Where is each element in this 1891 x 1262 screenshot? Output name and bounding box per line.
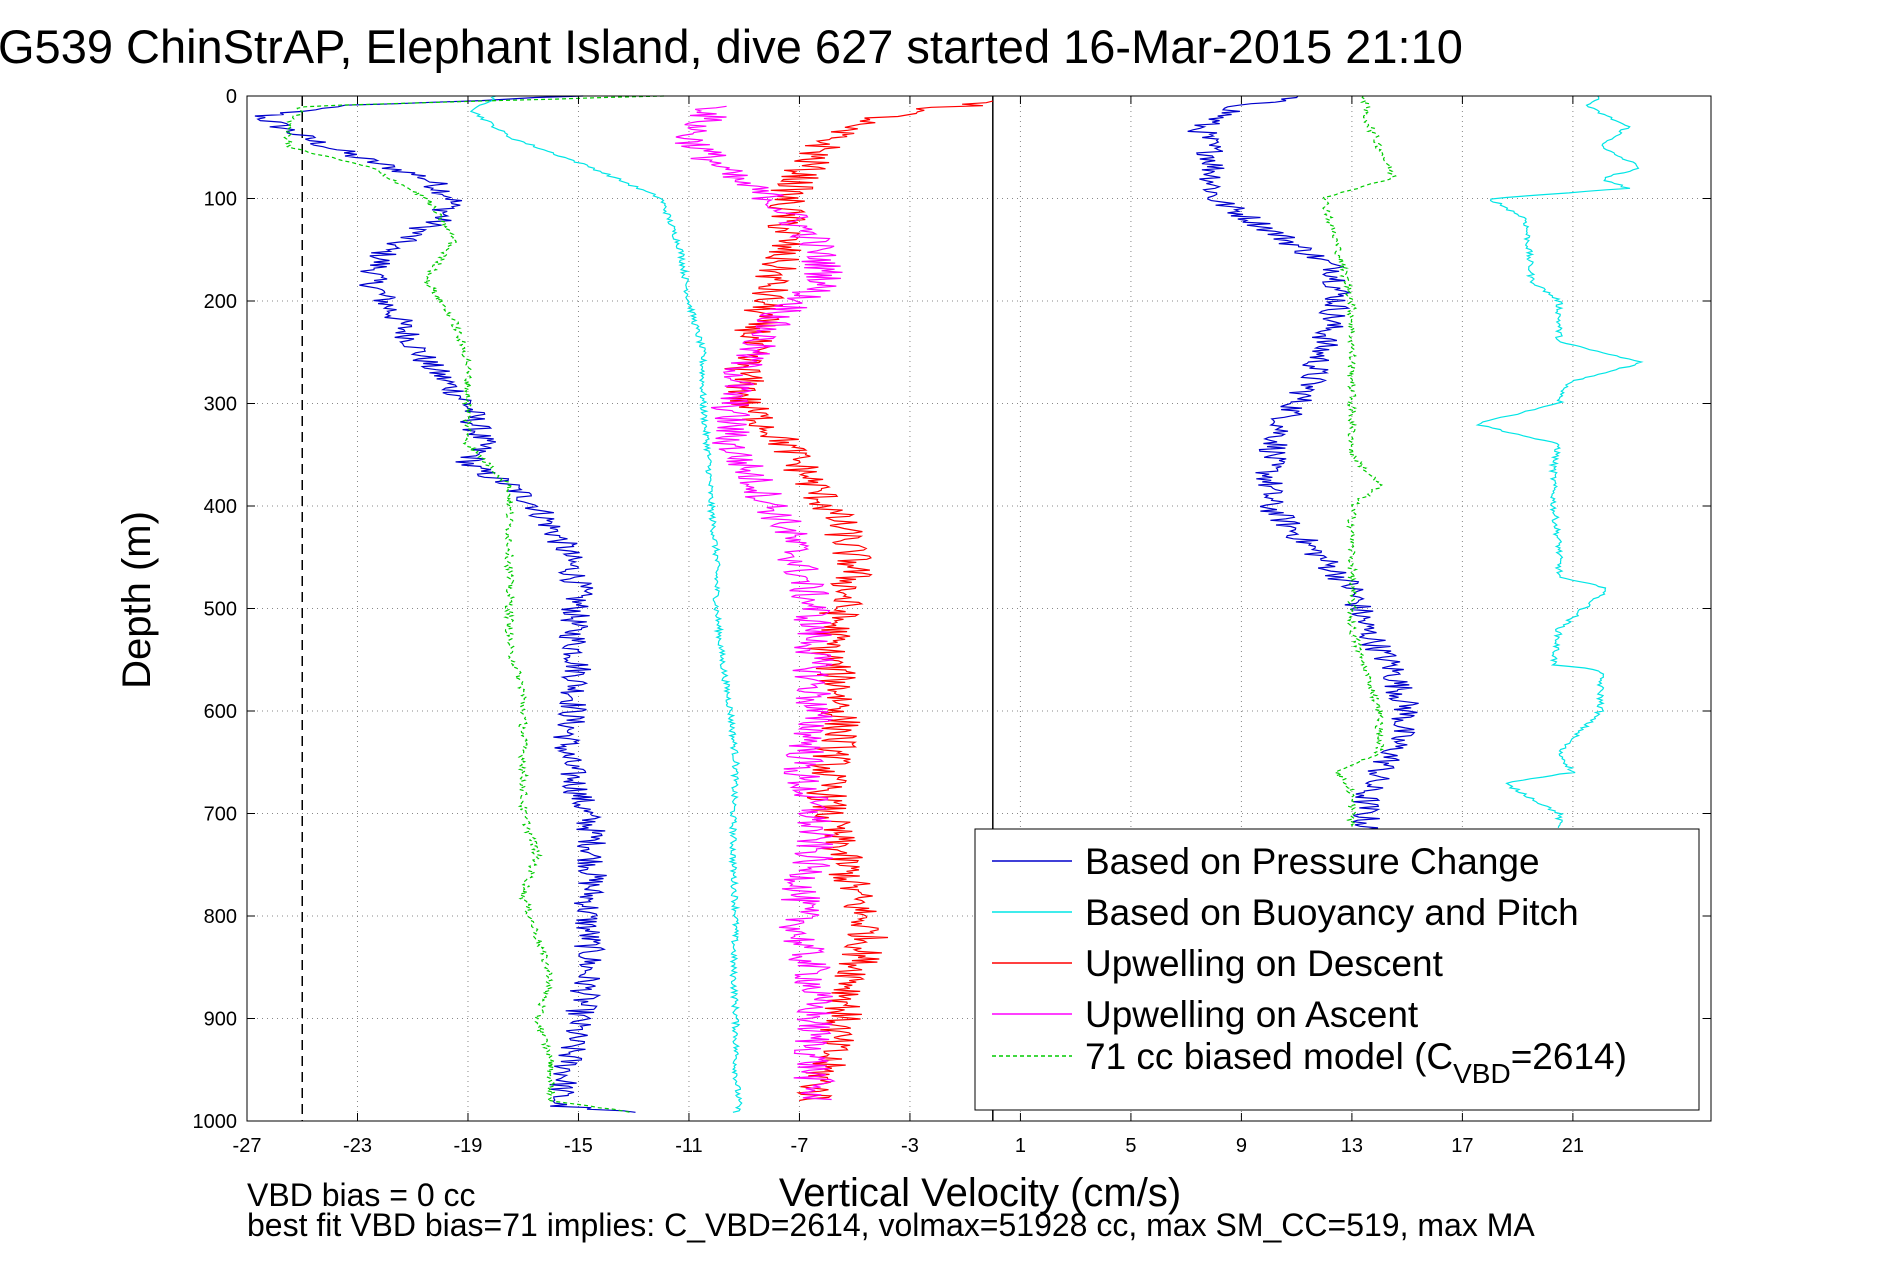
series-line-1: [469, 95, 743, 1113]
legend-label-0: Based on Pressure Change: [1085, 841, 1540, 882]
y-tick-label: 600: [204, 701, 237, 723]
series-line-0: [1187, 95, 1419, 835]
x-tick-label: -19: [454, 1135, 483, 1157]
legend-label-suffix: =2614): [1511, 1036, 1627, 1077]
legend-label-main: Based on Pressure Change: [1085, 841, 1540, 882]
legend-label-main: Upwelling on Ascent: [1085, 994, 1419, 1035]
y-axis-ticks: 0 100 200 300 400 500 600 700 800 900 1000: [193, 86, 1711, 1133]
x-tick-label: -11: [675, 1135, 702, 1157]
best-fit-note: best fit VBD bias=71 implies: C_VBD=2614…: [247, 1207, 1535, 1243]
y-tick-label: 800: [204, 906, 237, 928]
x-tick-label: 13: [1341, 1135, 1363, 1157]
y-tick-label: 400: [204, 496, 237, 518]
series-lines: [254, 95, 1644, 1113]
legend-label-2: Upwelling on Descent: [1085, 943, 1444, 984]
legend-label-1: Based on Buoyancy and Pitch: [1085, 892, 1579, 933]
x-tick-label: -3: [901, 1135, 919, 1157]
x-tick-label: 9: [1236, 1135, 1247, 1157]
y-tick-label: 900: [204, 1009, 237, 1031]
legend-label-main: Based on Buoyancy and Pitch: [1085, 892, 1579, 933]
series-line-0: [254, 95, 636, 1113]
y-tick-label: 100: [204, 189, 237, 211]
legend-label-3: Upwelling on Ascent: [1085, 994, 1419, 1035]
legend-label-4: 71 cc biased model (CVBD=2614): [1085, 1036, 1627, 1089]
x-tick-label: 1: [1015, 1135, 1026, 1157]
x-tick-label: 21: [1562, 1135, 1584, 1157]
x-tick-label: -27: [233, 1135, 262, 1157]
legend-label-subscript: VBD: [1453, 1058, 1511, 1089]
x-axis-ticks: -27 -23 -19 -15 -11 -7 -3 1 5 9 13 17 21: [233, 96, 1584, 1157]
y-tick-label: 700: [204, 804, 237, 826]
legend-box: [974, 828, 1700, 1111]
y-tick-label: 500: [204, 599, 237, 621]
x-tick-label: 5: [1125, 1135, 1136, 1157]
series-line-2: [724, 100, 993, 1102]
y-tick-label: 0: [226, 86, 237, 108]
vbd-bias-note: VBD bias = 0 cc: [247, 1177, 476, 1213]
chart-title: G539 ChinStrAP, Elephant Island, dive 62…: [0, 20, 1463, 73]
legend-label-main: 71 cc biased model (C: [1085, 1036, 1453, 1077]
x-tick-label: -23: [343, 1135, 372, 1157]
x-tick-label: -15: [564, 1135, 593, 1157]
series-line-4: [1322, 95, 1397, 829]
series-line-3: [674, 105, 843, 1101]
legend: Based on Pressure Change Based on Buoyanc…: [974, 828, 1700, 1111]
y-tick-label: 1000: [193, 1111, 238, 1133]
series-line-1: [1475, 95, 1644, 829]
y-tick-label: 300: [204, 394, 237, 416]
series-line-4: [283, 95, 665, 1113]
x-axis-title: Vertical Velocity (cm/s): [779, 1171, 1181, 1215]
x-tick-label: -7: [791, 1135, 809, 1157]
legend-label-main: Upwelling on Descent: [1085, 943, 1444, 984]
y-axis-title: Depth (m): [115, 511, 159, 689]
x-tick-label: 17: [1451, 1135, 1473, 1157]
y-tick-label: 200: [204, 291, 237, 313]
